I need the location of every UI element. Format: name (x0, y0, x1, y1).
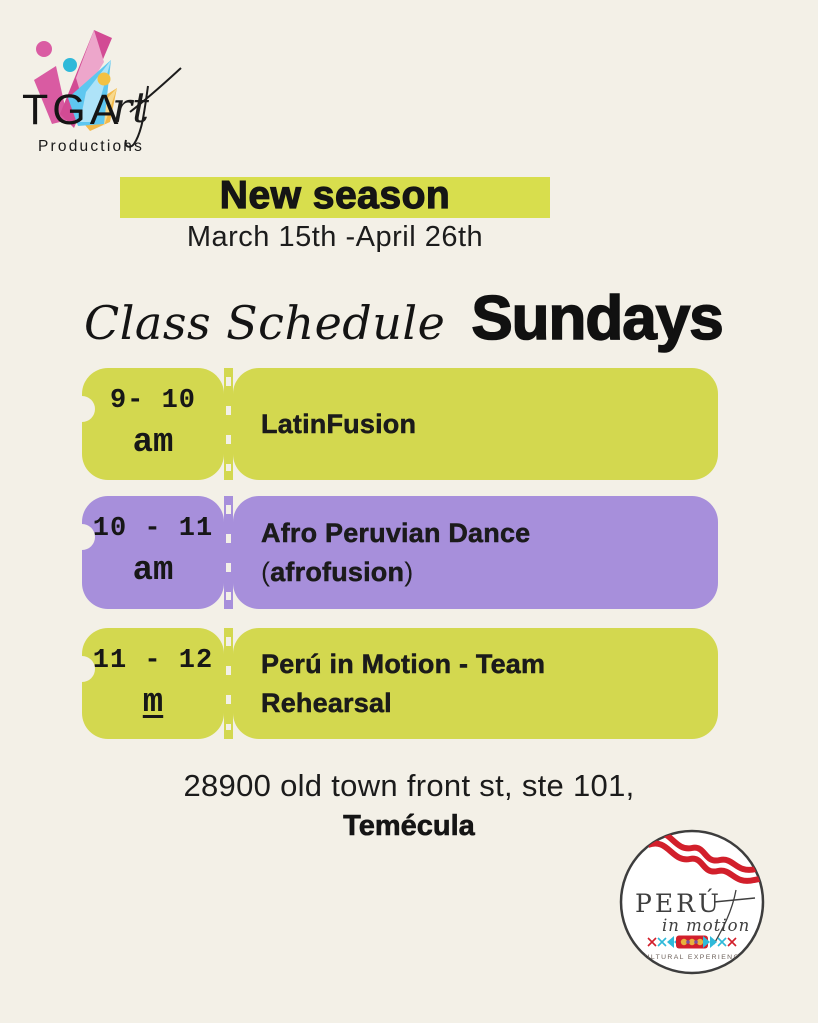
tga-productions-logo: TGA rt Productions (22, 30, 182, 155)
ticket-notch (69, 524, 95, 550)
ticket-perforation (224, 628, 233, 739)
ticket-perforation (224, 368, 233, 480)
class-card: Perú in Motion - Team Rehearsal (233, 628, 718, 739)
class-schedule-label: Class Schedule (84, 296, 446, 350)
class-name-line2: Rehearsal (261, 687, 392, 718)
peru-subtitle: in motion (662, 916, 750, 935)
class-card: Afro Peruvian Dance (afrofusion) (233, 496, 718, 609)
script-flourish (129, 67, 182, 113)
address-city: Temécula (343, 810, 475, 843)
time-meridiem: am (132, 424, 174, 462)
time-range: 9- 10 (109, 386, 196, 416)
schedule-heading: Class Schedule Sundays (84, 283, 734, 354)
script-stem (713, 889, 737, 945)
season-date-range: March 15th -April 26th (186, 221, 484, 253)
peru-in-motion-logo: PERÚ in motion CULTURAL EXPERIENCE (619, 829, 765, 975)
tga-subtitle: Productions (38, 138, 144, 155)
class-name: Perú in Motion - Team (261, 648, 546, 679)
subtitle-text: afrofusion (270, 556, 405, 587)
schedule-row-afro-peruvian: 10 - 11 am Afro Peruvian Dance (afrofusi… (69, 496, 718, 609)
ticket-perforation (224, 496, 233, 609)
new-season-highlight: New season (120, 174, 550, 218)
new-season-title: New season (219, 174, 451, 217)
paren-close: ) (404, 556, 414, 587)
time-ticket: 11 - 12 m (69, 628, 224, 739)
ticket-notch (69, 396, 95, 422)
paren-open: ( (261, 556, 271, 587)
class-name: Afro Peruvian Dance (261, 517, 531, 548)
time-ticket: 10 - 11 am (69, 496, 224, 609)
tga-script: rt (112, 83, 149, 132)
script-crossbar (713, 897, 756, 903)
peru-tagline: CULTURAL EXPERIENCE (638, 954, 745, 961)
time-range: 11 - 12 (92, 646, 214, 676)
class-subtitle: (afrofusion) (261, 553, 718, 592)
dancing-figures-icon (34, 30, 117, 131)
day-label: Sundays (471, 283, 725, 354)
peru-title: PERÚ (635, 889, 722, 918)
class-name: LatinFusion (261, 408, 417, 439)
ticket-notch (69, 656, 95, 682)
schedule-row-peru-in-motion: 11 - 12 m Perú in Motion - Team Rehearsa… (69, 628, 718, 739)
time-meridiem: m (142, 684, 164, 722)
time-meridiem: am (132, 552, 174, 590)
script-descender (124, 85, 149, 148)
schedule-row-latinfusion: 9- 10 am LatinFusion (69, 368, 718, 480)
time-range: 10 - 11 (92, 514, 214, 544)
red-ribbon-icon (646, 831, 763, 884)
logo-circle (619, 829, 765, 975)
textile-band-icon (647, 935, 737, 949)
address-line1: 28900 old town front st, ste 101, (183, 768, 635, 803)
tga-acronym: TGA (22, 86, 122, 134)
time-ticket: 9- 10 am (69, 368, 224, 480)
class-card: LatinFusion (233, 368, 718, 480)
